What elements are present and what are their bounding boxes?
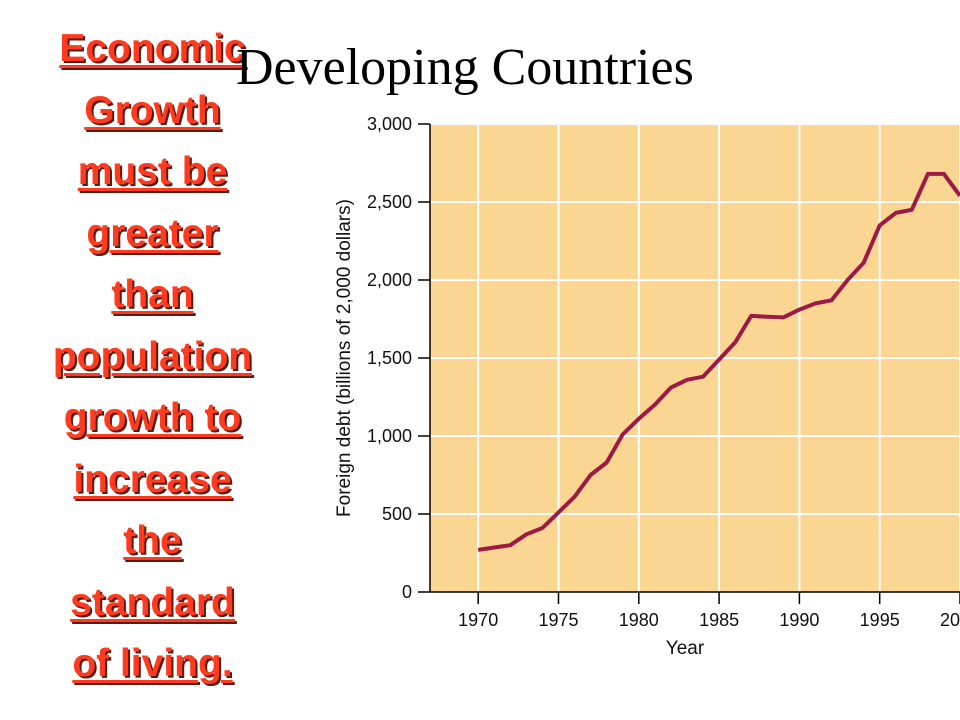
y-tick-label: 1,500 xyxy=(367,348,412,368)
x-tick-label: 1990 xyxy=(779,610,819,630)
axes xyxy=(418,123,960,604)
statement-line: must be xyxy=(77,150,228,193)
left-statement: Economic Growth must be greater than populati… xyxy=(10,18,295,695)
debt-chart: 0 500 1,000 1,500 2,000 2,500 3,000 1970 1975 198… xyxy=(334,114,960,659)
x-tick-label: 1980 xyxy=(619,610,659,630)
y-tick-label: 2,500 xyxy=(367,192,412,212)
x-axis-title: Year xyxy=(666,638,705,659)
tick-labels: 0 500 1,000 1,500 2,000 2,500 3,000 1970 1975 198… xyxy=(367,114,960,630)
y-tick-label: 3,000 xyxy=(367,114,412,134)
x-tick-label: 1970 xyxy=(458,610,498,630)
statement-line: the xyxy=(123,519,182,562)
statement-line: growth to xyxy=(63,396,242,439)
statement-line: Economic xyxy=(59,27,246,70)
statement-line: increase xyxy=(73,457,232,501)
x-tick-label: 2000 xyxy=(940,610,960,630)
statement-line: Growth xyxy=(84,88,221,132)
statement-line: standard xyxy=(70,580,235,624)
x-tick-label: 1995 xyxy=(860,610,900,630)
statement-line: population xyxy=(52,334,253,378)
gridlines xyxy=(430,123,960,592)
statement-line: of living. xyxy=(72,642,233,685)
statement-line: than xyxy=(111,273,194,316)
x-tick-label: 1975 xyxy=(538,610,578,630)
foreign-debt-line xyxy=(477,171,960,552)
slide-title: Developing Countries xyxy=(236,39,694,96)
y-tick-label: 500 xyxy=(382,504,412,524)
x-tick-label: 1985 xyxy=(699,610,739,630)
y-tick-label: 0 xyxy=(402,582,412,602)
y-tick-label: 1,000 xyxy=(367,426,412,446)
y-axis-title: Foreign debt (billions of 2,000 dollars) xyxy=(334,199,355,517)
statement-line: greater xyxy=(86,211,219,255)
y-tick-label: 2,000 xyxy=(367,270,412,290)
